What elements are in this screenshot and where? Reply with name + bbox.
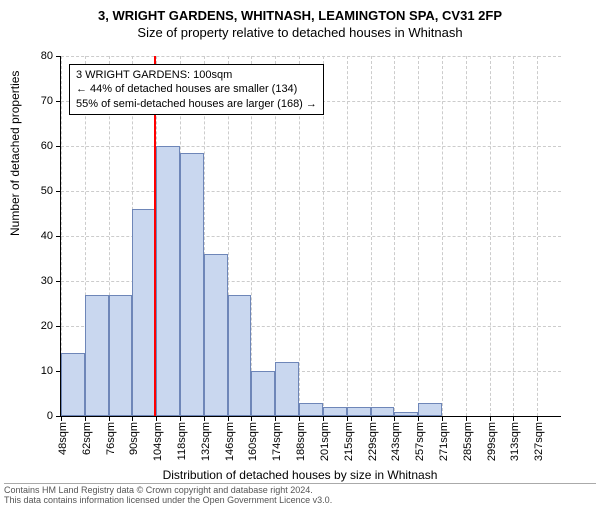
histogram-bar xyxy=(204,254,228,416)
histogram-bar xyxy=(418,403,442,417)
histogram-bar xyxy=(347,407,371,416)
x-tick-label: 146sqm xyxy=(224,422,236,461)
x-tick-label: 188sqm xyxy=(295,422,307,461)
histogram-bar xyxy=(109,295,133,417)
x-tick-label: 285sqm xyxy=(462,422,474,461)
x-tick-label: 327sqm xyxy=(533,422,545,461)
x-tick-label: 215sqm xyxy=(343,422,355,461)
x-tick-label: 90sqm xyxy=(128,422,140,455)
histogram-bar xyxy=(323,407,347,416)
x-tick-label: 229sqm xyxy=(367,422,379,461)
y-axis-label: Number of detached properties xyxy=(8,71,22,236)
histogram-bar xyxy=(299,403,323,417)
x-tick-label: 271sqm xyxy=(438,422,450,461)
y-tick-label: 30 xyxy=(23,275,61,287)
x-tick-label: 132sqm xyxy=(200,422,212,461)
plot-area: 48sqm62sqm76sqm90sqm104sqm118sqm132sqm14… xyxy=(60,56,561,417)
y-tick-label: 10 xyxy=(23,365,61,377)
histogram-bar xyxy=(156,146,180,416)
x-tick-label: 243sqm xyxy=(390,422,402,461)
annotation-line: 55% of semi-detached houses are larger (… xyxy=(76,97,317,111)
x-tick-label: 299sqm xyxy=(486,422,498,461)
y-tick-label: 40 xyxy=(23,230,61,242)
y-tick-label: 80 xyxy=(23,50,61,62)
x-axis-label: Distribution of detached houses by size … xyxy=(0,468,600,482)
x-tick-label: 48sqm xyxy=(57,422,69,455)
title-main: 3, WRIGHT GARDENS, WHITNASH, LEAMINGTON … xyxy=(0,8,600,23)
x-tick-label: 118sqm xyxy=(176,422,188,460)
footer-line: This data contains information licensed … xyxy=(4,496,596,506)
annotation-line: ← 44% of detached houses are smaller (13… xyxy=(76,82,317,96)
x-tick-label: 201sqm xyxy=(319,422,331,461)
x-tick-label: 174sqm xyxy=(271,422,283,461)
y-tick-label: 70 xyxy=(23,95,61,107)
histogram-bar xyxy=(61,353,85,416)
histogram-bar xyxy=(275,362,299,416)
histogram-bar xyxy=(228,295,252,417)
histogram-bar xyxy=(394,412,418,417)
x-tick-label: 62sqm xyxy=(81,422,93,455)
x-tick-label: 313sqm xyxy=(509,422,521,461)
histogram-bar xyxy=(85,295,109,417)
annotation-box: 3 WRIGHT GARDENS: 100sqm← 44% of detache… xyxy=(69,64,324,115)
title-sub: Size of property relative to detached ho… xyxy=(0,25,600,40)
x-tick-label: 104sqm xyxy=(152,422,164,461)
y-tick-label: 0 xyxy=(23,410,61,422)
y-tick-label: 60 xyxy=(23,140,61,152)
annotation-line: 3 WRIGHT GARDENS: 100sqm xyxy=(76,68,317,82)
x-tick-label: 257sqm xyxy=(414,422,426,461)
footer-attribution: Contains HM Land Registry data © Crown c… xyxy=(4,483,596,506)
histogram-bar xyxy=(180,153,204,416)
y-tick-label: 20 xyxy=(23,320,61,332)
histogram-bar xyxy=(371,407,395,416)
x-tick-label: 160sqm xyxy=(247,422,259,461)
histogram-bar xyxy=(251,371,275,416)
y-tick-label: 50 xyxy=(23,185,61,197)
x-tick-label: 76sqm xyxy=(105,422,117,455)
